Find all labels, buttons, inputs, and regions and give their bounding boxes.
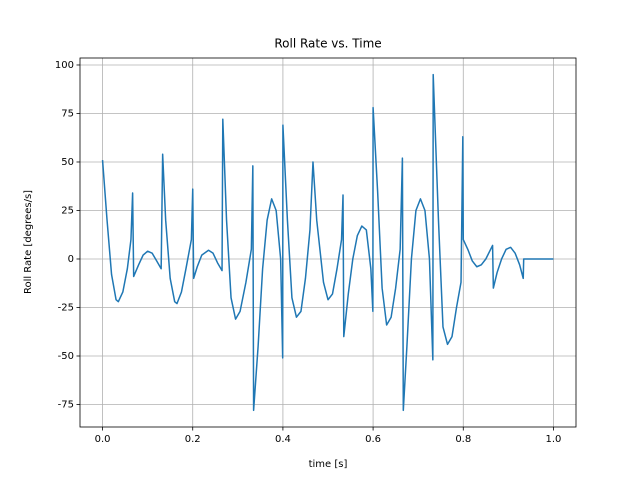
y-tick-label: 50 [61, 157, 74, 168]
y-tick-label: -50 [58, 351, 74, 362]
x-tick-label: 0.4 [275, 434, 291, 445]
y-tick-label: 100 [55, 60, 74, 71]
y-tick-label: 25 [61, 205, 74, 216]
y-tick-label: 75 [61, 108, 74, 119]
y-tick-label: 0 [68, 254, 74, 265]
y-tick-label: -25 [58, 302, 74, 313]
plot-frame [79, 57, 577, 428]
chart-title: Roll Rate vs. Time [274, 37, 381, 51]
y-axis-label: Roll Rate [degrees/s] [23, 190, 34, 294]
x-tick-label: 0.2 [185, 434, 201, 445]
y-tick-label: -75 [58, 399, 74, 410]
x-tick-label: 0.8 [455, 434, 471, 445]
data-line [101, 73, 554, 412]
x-tick-label: 0.0 [95, 434, 111, 445]
x-axis-label: time [s] [309, 459, 348, 470]
x-tick-label: 1.0 [546, 434, 562, 445]
x-tick-label: 0.6 [365, 434, 381, 445]
